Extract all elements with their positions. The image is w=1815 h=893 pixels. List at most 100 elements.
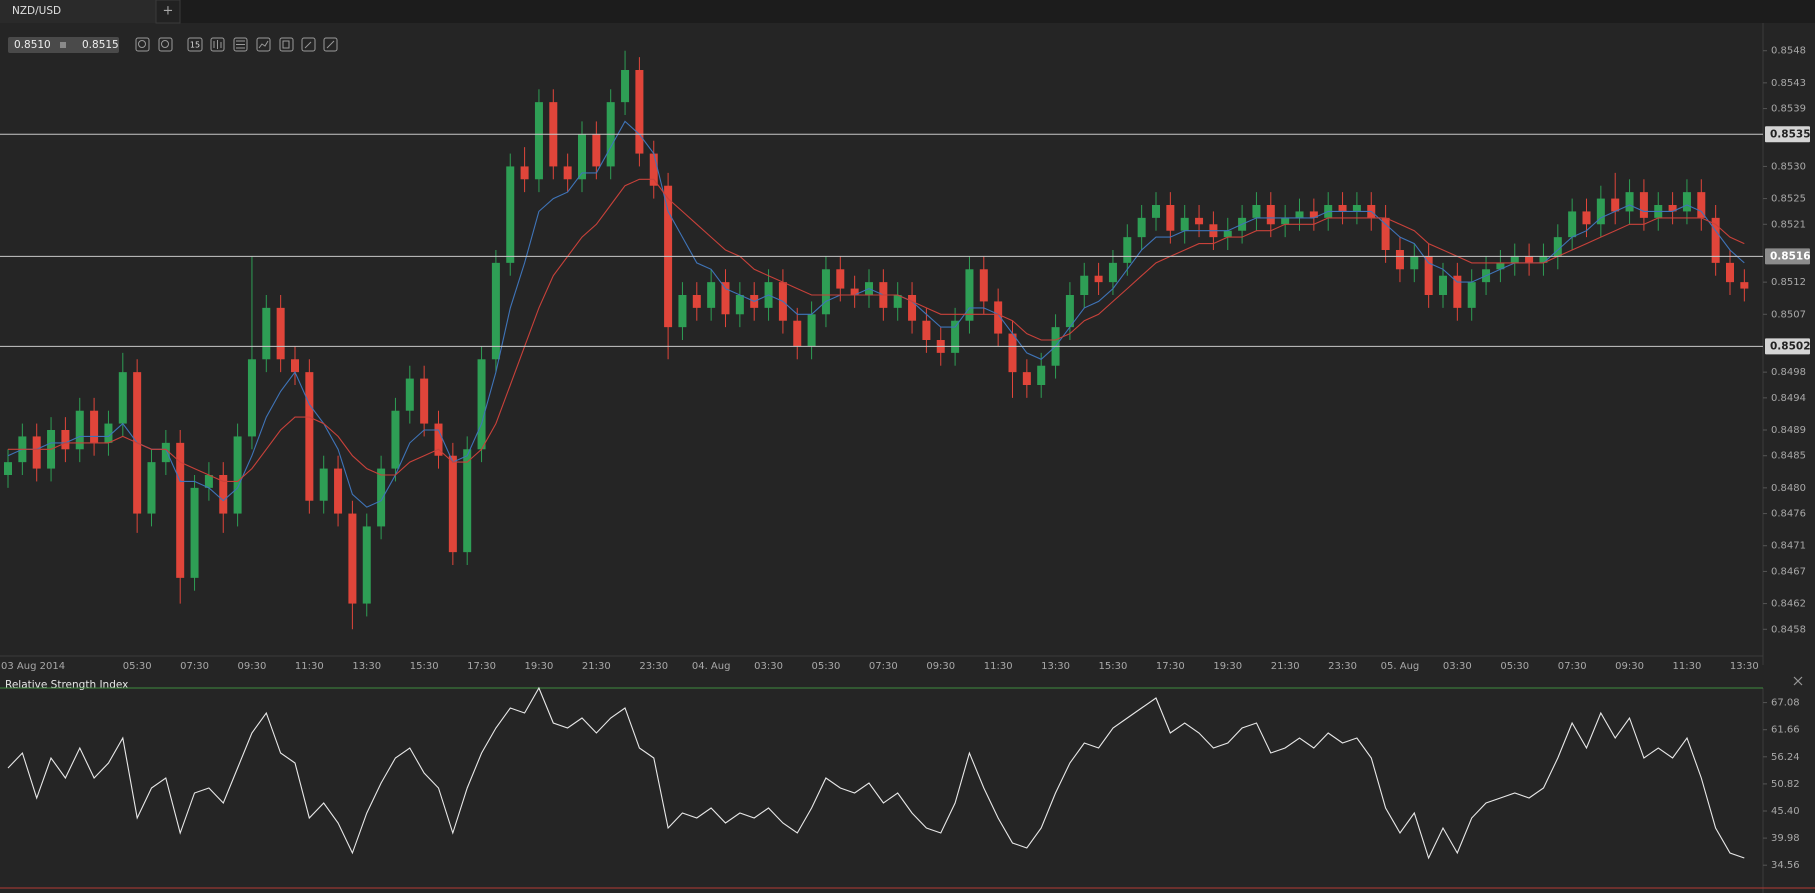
zoom-out-icon (138, 40, 146, 48)
candle-body (147, 462, 156, 514)
x-tick-label: 21:30 (1271, 661, 1300, 672)
x-tick-label: 07:30 (180, 661, 209, 672)
candle-body (204, 475, 213, 488)
candle-body (1740, 282, 1749, 289)
candle-body (247, 359, 256, 437)
x-tick-label: 19:30 (525, 661, 554, 672)
y-tick-label: 0.8462 (1771, 599, 1806, 610)
candle-body (1682, 192, 1691, 212)
rsi-line (7, 686, 1745, 860)
template-icon (282, 40, 290, 49)
candle-body (434, 423, 443, 456)
candle-body (1711, 217, 1720, 263)
candle-body (1395, 250, 1404, 270)
y-tick-label: 67.08 (1771, 698, 1800, 709)
candle-body (90, 410, 99, 443)
candle-body (534, 102, 543, 180)
candle-body (1152, 205, 1160, 218)
pen-icon (326, 40, 335, 49)
candle-body (1596, 198, 1605, 225)
candle-body (721, 282, 730, 315)
x-tick-label: 03 Aug 2014 (1, 661, 65, 672)
y-tick-label: 34.56 (1771, 860, 1800, 871)
x-tick-label: 09:30 (1615, 661, 1644, 672)
toolbar: 15 (135, 37, 338, 52)
x-tick-label: 11:30 (1673, 661, 1702, 672)
interval-label[interactable]: 15 (190, 41, 200, 50)
candle-body (305, 372, 314, 501)
x-tick-label: 19:30 (1213, 661, 1242, 672)
x-tick-label: 03:30 (754, 661, 783, 672)
candle-body (850, 288, 859, 295)
pen-button[interactable] (323, 37, 338, 52)
candle-body (1496, 262, 1505, 270)
candle-body (262, 307, 271, 360)
candle-body (420, 378, 429, 424)
ask-price[interactable]: 0.8515 (82, 39, 119, 51)
x-tick-label: 23:30 (1328, 661, 1357, 672)
x-tick-label: 03:30 (1443, 661, 1472, 672)
indicators-icon (236, 40, 245, 49)
close-indicator-button[interactable] (1793, 676, 1803, 686)
candle-body (735, 295, 744, 315)
indicators-button[interactable] (233, 37, 248, 52)
candle-body (1568, 211, 1577, 238)
candle-body (1453, 275, 1462, 308)
candle-body (391, 410, 400, 469)
y-tick-label: 45.40 (1771, 806, 1800, 817)
y-tick-label: 0.8539 (1771, 104, 1806, 115)
candle-body (1281, 217, 1290, 225)
zoom-in-button[interactable] (158, 37, 173, 52)
tab-title[interactable]: NZD/USD (12, 5, 61, 17)
studies-button[interactable] (256, 37, 271, 52)
candle-body (1381, 217, 1390, 250)
x-tick-label: 05:30 (812, 661, 841, 672)
candle-body (491, 262, 500, 360)
candle-body (1467, 282, 1476, 308)
candle-body (348, 513, 357, 604)
draw-icon (304, 41, 312, 49)
x-tick-label: 09:30 (238, 661, 267, 672)
y-tick-label: 39.98 (1771, 833, 1800, 844)
candle-body (951, 320, 960, 353)
tab[interactable] (0, 0, 156, 23)
x-tick-label: 15:30 (1099, 661, 1128, 672)
price-marker (1765, 338, 1810, 355)
y-tick-label: 0.8512 (1771, 277, 1806, 288)
interval-button[interactable] (187, 37, 203, 52)
bid-price[interactable]: 0.8510 (14, 39, 51, 51)
y-tick-label: 0.8548 (1771, 46, 1806, 57)
x-tick-label: 05:30 (1500, 661, 1529, 672)
zoom-out-button[interactable] (135, 37, 150, 52)
candle-body (649, 153, 658, 186)
add-tab-button[interactable] (155, 0, 181, 24)
x-tick-label: 13:30 (352, 661, 381, 672)
candle-body (1195, 217, 1204, 225)
candle-body (1424, 256, 1433, 295)
add-tab-label[interactable]: + (163, 4, 174, 19)
x-tick-label: 07:30 (869, 661, 898, 672)
y-tick-label: 0.8476 (1771, 509, 1806, 520)
x-tick-label: 15:30 (410, 661, 439, 672)
y-tick-label: 0.8507 (1771, 309, 1806, 320)
candle-body (893, 295, 902, 308)
candle-body (836, 269, 845, 289)
template-button[interactable] (279, 37, 294, 52)
candle-body (219, 475, 228, 514)
candle-body (1625, 192, 1634, 212)
candle-body (61, 430, 70, 450)
draw-button[interactable] (301, 37, 316, 52)
x-tick-label: 07:30 (1558, 661, 1587, 672)
candle-body (1094, 275, 1103, 283)
y-tick-label: 0.8530 (1771, 161, 1806, 172)
candle-body (1123, 237, 1132, 263)
candle-body (1553, 237, 1562, 257)
candle-body (563, 166, 572, 180)
y-tick-label: 0.8467 (1771, 566, 1806, 577)
y-tick-label: 0.8458 (1771, 624, 1806, 635)
chart-type-button[interactable] (210, 37, 225, 52)
chart-type-icon (213, 40, 222, 49)
candle-body (1697, 192, 1706, 218)
